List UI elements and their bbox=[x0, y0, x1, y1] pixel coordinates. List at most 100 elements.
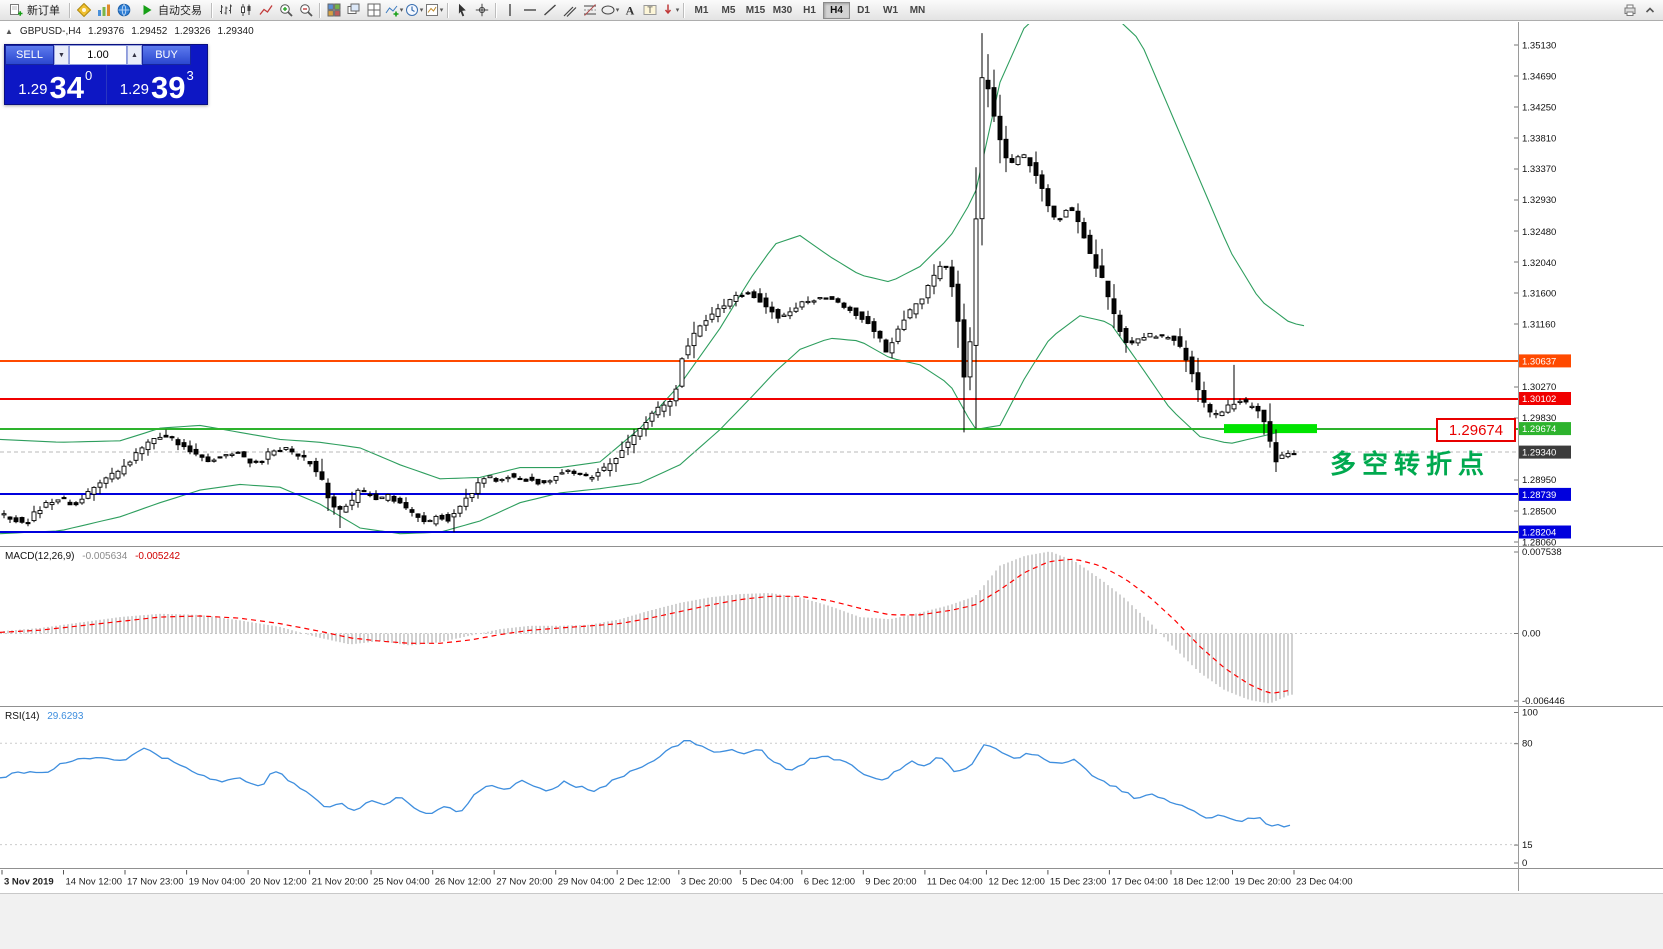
arrow-objects-icon bbox=[664, 4, 671, 15]
time-axis-label: 15 Dec 23:00 bbox=[1050, 877, 1107, 888]
play-icon bbox=[143, 5, 152, 15]
macd-scale-label: -0.006446 bbox=[1522, 696, 1565, 707]
timeframe-button-w1[interactable]: W1 bbox=[883, 4, 898, 16]
toolbar-separator bbox=[495, 2, 497, 18]
docking-button[interactable] bbox=[1620, 1, 1640, 19]
fibonacci-button[interactable] bbox=[580, 1, 600, 19]
volume-decrease-button[interactable]: ▼ bbox=[54, 45, 69, 65]
horizontal-level-lines[interactable] bbox=[0, 360, 1518, 533]
sell-button[interactable]: SELL bbox=[5, 45, 54, 65]
market-watch-button[interactable] bbox=[94, 1, 114, 19]
macd-histogram bbox=[3, 551, 1293, 704]
new-order-button[interactable]: 新订单 bbox=[3, 1, 66, 19]
collapse-toolbar-button[interactable] bbox=[1640, 1, 1660, 19]
new-order-label: 新订单 bbox=[27, 5, 60, 17]
shapes-button[interactable]: ▾ bbox=[600, 1, 620, 19]
candlesticks bbox=[1, 33, 1297, 533]
price-tag bbox=[1519, 445, 1571, 459]
zoom-in-icon bbox=[280, 4, 293, 17]
indicators-icon bbox=[385, 5, 399, 17]
templates-button[interactable]: ▾ bbox=[424, 1, 444, 19]
timeframe-button-m30[interactable]: M30 bbox=[772, 4, 793, 16]
text-label-button[interactable]: T bbox=[640, 1, 660, 19]
crosshair-button[interactable] bbox=[472, 1, 492, 19]
time-axis-label: 17 Dec 04:00 bbox=[1111, 877, 1168, 888]
toolbar-separator bbox=[211, 2, 213, 18]
toolbar-separator bbox=[319, 2, 321, 18]
sell-price-pip: 0 bbox=[84, 68, 93, 83]
tile-windows-button[interactable] bbox=[324, 1, 344, 19]
price-tag bbox=[1519, 487, 1571, 501]
time-axis-label: 21 Nov 20:00 bbox=[312, 877, 369, 888]
text-icon: A bbox=[626, 4, 635, 18]
time-axis-label: 12 Dec 12:00 bbox=[988, 877, 1045, 888]
rsi-name: RSI(14) bbox=[5, 711, 40, 722]
price-axis-label: 1.34690 bbox=[1522, 71, 1556, 82]
timeframe-button-m1[interactable]: M1 bbox=[694, 4, 709, 16]
periods-button[interactable]: ▾ bbox=[404, 1, 424, 19]
price-tag-label: 1.28204 bbox=[1522, 528, 1556, 539]
svg-text:A: A bbox=[626, 4, 635, 18]
bar-chart-icon bbox=[220, 4, 232, 15]
tile-windows-icon bbox=[327, 3, 341, 17]
price-tag bbox=[1519, 422, 1571, 436]
vertical-line-button[interactable] bbox=[500, 1, 520, 19]
time-axis[interactable]: 3 Nov 2019 14 Nov 12:00 17 Nov 23:00 19 Nov… bbox=[1, 870, 1353, 888]
sell-price-prefix: 1.29 bbox=[18, 81, 48, 98]
price-axis-label: 1.33810 bbox=[1522, 133, 1556, 144]
text-label-icon: T bbox=[643, 5, 657, 15]
zoom-out-button[interactable] bbox=[296, 1, 316, 19]
rsi-line bbox=[0, 739, 1291, 828]
cursor-button[interactable] bbox=[452, 1, 472, 19]
community-button[interactable] bbox=[114, 1, 134, 19]
price-level-callout-box[interactable]: 1.29674 bbox=[1436, 418, 1516, 442]
zoom-in-button[interactable] bbox=[276, 1, 296, 19]
sell-price[interactable]: 1.29 34 0 bbox=[5, 65, 107, 104]
equidistant-channel-icon bbox=[563, 6, 577, 17]
timeframe-button-m15[interactable]: M15 bbox=[745, 4, 766, 16]
auto-trading-button[interactable]: 自动交易 bbox=[134, 1, 208, 19]
timeframe-button-h4[interactable]: H4 bbox=[823, 1, 850, 19]
trendline-button[interactable] bbox=[540, 1, 560, 19]
price-axis-label: 1.32480 bbox=[1522, 227, 1556, 238]
horizontal-line-button[interactable] bbox=[520, 1, 540, 19]
price-tag bbox=[1519, 392, 1571, 405]
timeframe-button-d1[interactable]: D1 bbox=[857, 4, 870, 16]
macd-signal-value: -0.005242 bbox=[135, 551, 181, 562]
line-chart-button[interactable] bbox=[256, 1, 276, 19]
candlestick-chart-button[interactable] bbox=[236, 1, 256, 19]
timeframe-button-m5[interactable]: M5 bbox=[721, 4, 736, 16]
symbol-header: ▲ GBPUSD-,H4 1.29376 1.29452 1.29326 1.2… bbox=[5, 26, 254, 37]
timeframe-button-mn[interactable]: MN bbox=[909, 4, 926, 16]
collapse-toolbar-icon bbox=[1645, 7, 1655, 13]
time-axis-label: 23 Dec 04:00 bbox=[1296, 877, 1353, 888]
price-axis-label: 1.32040 bbox=[1522, 258, 1556, 269]
text-button[interactable]: A bbox=[620, 1, 640, 19]
volume-increase-button[interactable]: ▲ bbox=[127, 45, 142, 65]
bar-chart-button[interactable] bbox=[216, 1, 236, 19]
guide-icon bbox=[77, 3, 91, 17]
price-axis-label: 1.34250 bbox=[1522, 102, 1556, 113]
price-tag-label: 1.29340 bbox=[1522, 448, 1556, 459]
macd-signal-line bbox=[0, 558, 1289, 694]
buy-price[interactable]: 1.29 39 3 bbox=[107, 65, 208, 104]
docking-icon bbox=[1624, 4, 1636, 16]
equidistant-channel-button[interactable] bbox=[560, 1, 580, 19]
rsi-value: 29.6293 bbox=[47, 711, 84, 722]
ohlc-low: 1.29326 bbox=[174, 26, 211, 37]
volume-input[interactable] bbox=[69, 45, 127, 65]
price-axis-label: 1.30270 bbox=[1522, 382, 1556, 393]
indicators-button[interactable]: ▾ bbox=[384, 1, 404, 19]
buy-button[interactable]: BUY bbox=[142, 45, 191, 65]
price-axis[interactable]: 1.35130 1.34690 1.34250 1.33810 1.33370 1.329… bbox=[1514, 41, 1571, 549]
price-axis-label: 1.28950 bbox=[1522, 475, 1556, 486]
guide-button[interactable] bbox=[74, 1, 94, 19]
cascade-windows-button[interactable] bbox=[344, 1, 364, 19]
timeframe-button-h1[interactable]: H1 bbox=[803, 4, 816, 16]
periods-icon bbox=[405, 4, 418, 16]
arrow-objects-button[interactable]: ▾ bbox=[660, 1, 680, 19]
arrange-charts-button[interactable] bbox=[364, 1, 384, 19]
trendline-icon bbox=[544, 4, 556, 16]
